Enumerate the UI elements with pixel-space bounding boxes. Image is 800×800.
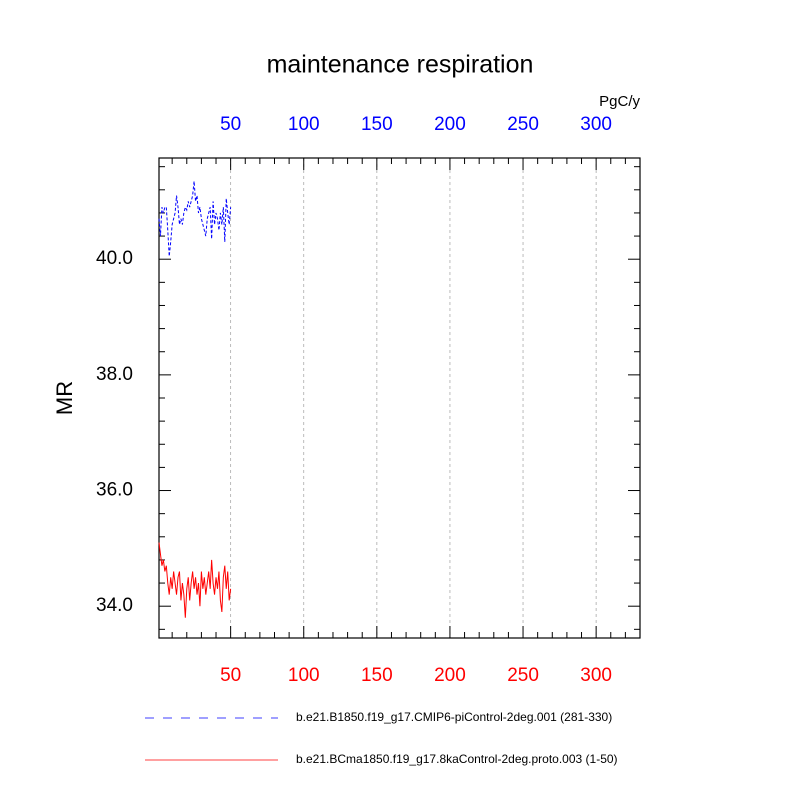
x-tick-label: 200: [434, 665, 466, 686]
y-tick-label: 36.0: [96, 480, 133, 501]
x-tick-label-top: 200: [434, 114, 466, 135]
x-tick-label: 100: [288, 665, 320, 686]
x-tick-label-top: 250: [507, 114, 539, 135]
x-tick-label: 150: [361, 665, 393, 686]
legend-label: b.e21.B1850.f19_g17.CMIP6-piControl-2deg…: [296, 710, 612, 724]
x-tick-label-top: 100: [288, 114, 320, 135]
x-tick-label-top: 50: [220, 114, 241, 135]
x-tick-label-top: 150: [361, 114, 393, 135]
data-line: [158, 181, 232, 257]
plot-frame: [158, 157, 641, 639]
x-tick-label: 50: [220, 665, 241, 686]
chart-title: maintenance respiration: [267, 51, 534, 79]
data-line: [158, 542, 232, 618]
units-label: PgC/y: [599, 93, 640, 110]
x-tick-label-top: 300: [580, 114, 612, 135]
y-axis-label: MR: [52, 381, 77, 415]
y-tick-label: 38.0: [96, 364, 133, 385]
x-tick-label: 250: [507, 665, 539, 686]
legend-label: b.e21.BCma1850.f19_g17.8kaControl-2deg.p…: [296, 752, 618, 766]
x-tick-label: 300: [580, 665, 612, 686]
y-tick-label: 40.0: [96, 248, 133, 269]
y-tick-label: 34.0: [96, 595, 133, 616]
